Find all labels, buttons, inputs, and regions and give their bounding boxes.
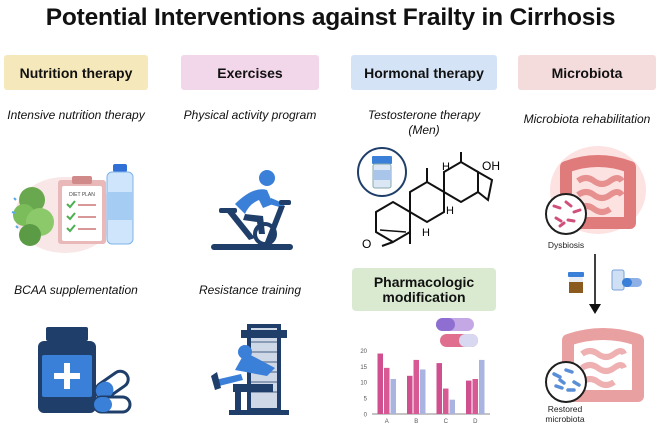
molecule-o-label: O [362, 237, 371, 251]
bar [449, 399, 455, 414]
bar [466, 380, 472, 414]
caption-physical-activity: Physical activity program [183, 108, 317, 122]
dysbiosis-label: Dysbiosis [547, 240, 585, 250]
page-title: Potential Interventions against Frailty … [45, 4, 616, 31]
y-tick-label: 5 [364, 397, 368, 403]
bar [390, 379, 396, 414]
y-tick-label: 10 [360, 381, 367, 387]
molecule-h-label-1: H [446, 205, 454, 217]
stool-sample-cup-icon [568, 272, 584, 293]
bar [436, 363, 442, 414]
restored-microbiota-label: Restored microbiota [545, 404, 585, 424]
diet-plan-clipboard-icon: DIET PLAN [11, 176, 115, 253]
caption-intensive-nutrition: Intensive nutrition therapy [7, 108, 145, 122]
header-nutrition-therapy: Nutrition therapy [4, 55, 148, 90]
bar [384, 367, 390, 414]
restored-microbiota-circle-icon [545, 361, 587, 403]
pharmacologic-bar-chart: 0 5 10 15 20 A B C D [360, 349, 490, 425]
capsules-icon [92, 369, 132, 414]
y-tick-label: 20 [360, 349, 367, 355]
bar [472, 379, 478, 414]
molecule-h-label-3: H [442, 161, 450, 173]
header-hormonal-therapy: Hormonal therapy [351, 55, 497, 90]
caption-resistance-training: Resistance training [198, 283, 302, 297]
x-tick-label: B [414, 419, 418, 425]
arrow-down-icon [589, 254, 601, 314]
cycling-person-icon [211, 170, 293, 250]
bar [479, 359, 485, 414]
leg-press-machine-icon [211, 324, 289, 415]
molecule-h-label-2: H [422, 227, 430, 239]
bar [407, 375, 413, 414]
x-tick-label: D [473, 419, 478, 425]
header-pharmacologic-modification: Pharmacologic modification [352, 268, 496, 311]
diet-plan-label: DIET PLAN [69, 192, 95, 198]
x-tick-label: C [444, 419, 449, 425]
testosterone-vial-icon [357, 147, 407, 197]
header-microbiota: Microbiota [518, 55, 656, 90]
y-tick-label: 15 [360, 365, 367, 371]
caption-testosterone: Testosterone therapy (Men) [367, 108, 481, 137]
chart-capsules-icon [436, 318, 478, 347]
caption-bcaa: BCAA supplementation [14, 283, 138, 297]
water-bottle-icon [106, 164, 134, 245]
caption-microbiota-rehab: Microbiota rehabilitation [523, 112, 651, 126]
capsule-vial-icon [611, 269, 642, 291]
x-tick-label: A [385, 419, 389, 425]
dysbiosis-circle-icon [545, 193, 587, 235]
y-tick-label: 0 [364, 413, 368, 419]
molecule-oh-label: OH [482, 159, 500, 173]
pill-bottle-icon [38, 327, 132, 414]
bar [413, 359, 419, 414]
bar [377, 353, 383, 414]
steroid-molecule-icon: OH H H H O [362, 152, 500, 251]
bar [443, 388, 449, 414]
bar [420, 369, 426, 414]
header-exercises: Exercises [181, 55, 319, 90]
